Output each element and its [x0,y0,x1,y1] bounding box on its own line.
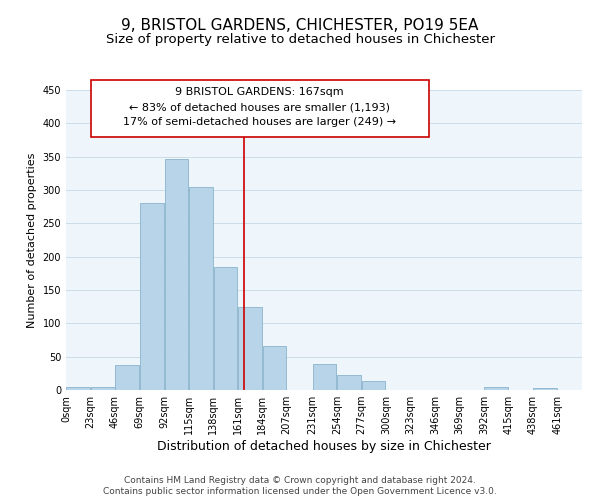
Bar [313,364,337,390]
Text: ← 83% of detached houses are smaller (1,193): ← 83% of detached houses are smaller (1,… [129,102,390,112]
Bar [484,386,508,390]
Bar [189,186,212,390]
Text: Contains HM Land Registry data © Crown copyright and database right 2024.: Contains HM Land Registry data © Crown c… [124,476,476,485]
X-axis label: Distribution of detached houses by size in Chichester: Distribution of detached houses by size … [157,440,491,453]
Bar [91,386,115,390]
Bar [238,306,262,390]
Bar [67,386,90,390]
Bar [337,376,361,390]
Text: Size of property relative to detached houses in Chichester: Size of property relative to detached ho… [106,32,494,46]
Bar [115,366,139,390]
Bar [263,346,286,390]
Bar [164,158,188,390]
Text: 9, BRISTOL GARDENS, CHICHESTER, PO19 5EA: 9, BRISTOL GARDENS, CHICHESTER, PO19 5EA [121,18,479,32]
Bar [140,202,164,390]
Bar [214,268,237,390]
Y-axis label: Number of detached properties: Number of detached properties [27,152,37,328]
Bar [362,382,385,390]
FancyBboxPatch shape [91,80,429,136]
Text: Contains public sector information licensed under the Open Government Licence v3: Contains public sector information licen… [103,487,497,496]
Text: 9 BRISTOL GARDENS: 167sqm: 9 BRISTOL GARDENS: 167sqm [175,87,344,97]
Bar [533,388,557,390]
Text: 17% of semi-detached houses are larger (249) →: 17% of semi-detached houses are larger (… [123,117,397,127]
